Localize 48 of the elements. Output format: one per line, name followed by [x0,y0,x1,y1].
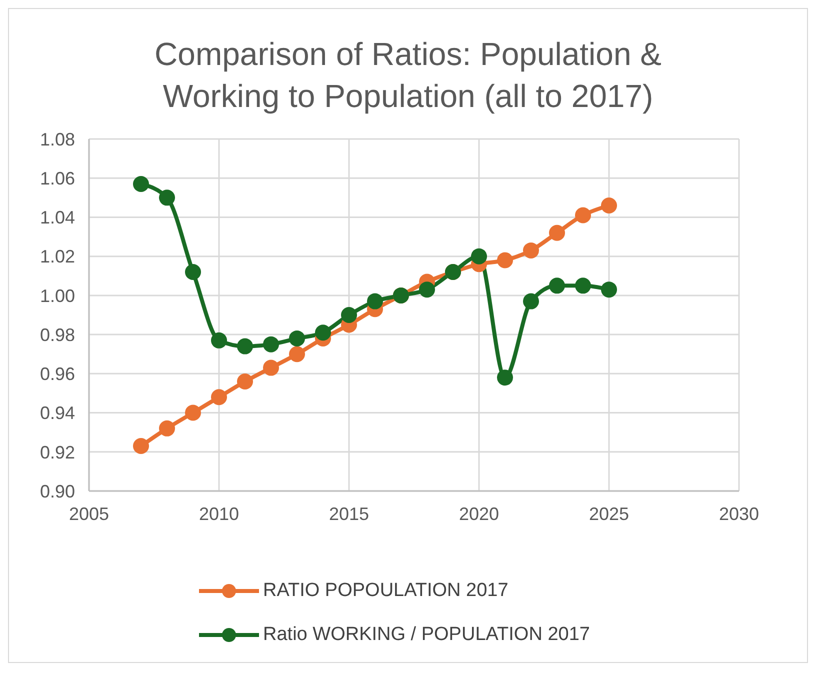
point [289,330,305,346]
point [133,438,149,454]
point [549,278,565,294]
y-tick-label: 0.92 [40,442,75,462]
point [549,224,565,241]
x-tick-label: 2025 [588,504,630,524]
y-tick-label: 0.98 [40,324,75,345]
legend-label: Ratio WORKING / POPULATION 2017 [263,624,590,646]
x-tick-label: 2030 [718,504,760,524]
point [341,307,357,323]
y-tick-label: 0.96 [40,364,75,384]
point [289,346,305,362]
point [237,338,253,354]
point [523,242,539,258]
point [497,252,513,268]
point [159,420,175,436]
point [263,336,279,352]
y-tick-label: 1.00 [40,286,75,306]
point [263,360,279,376]
point [575,207,591,224]
x-tick-label: 2010 [198,504,240,524]
legend-label: RATIO POPOULATION 2017 [263,580,508,602]
y-tick-label: 1.08 [40,129,75,150]
point [185,264,201,280]
point [471,248,487,264]
x-tick-label: 2015 [328,504,370,524]
point [523,293,539,310]
point [419,282,435,298]
point [497,370,513,386]
point [315,324,331,341]
point [185,404,201,421]
point [601,197,617,214]
x-tick-label: 2005 [68,504,110,524]
point [601,282,617,298]
point [575,278,591,294]
y-tick-label: 1.06 [40,168,75,188]
y-tick-label: 0.94 [40,403,75,424]
y-tick-label: 0.90 [40,481,75,502]
x-tick-label: 2020 [458,504,500,524]
point [211,332,227,348]
point [133,176,149,192]
point [237,373,253,390]
y-tick-label: 1.04 [40,208,75,228]
point [211,389,227,406]
y-tick-label: 1.02 [40,246,75,267]
point [159,190,175,206]
chart-title: Comparison of Ratios: Population & Working to Population (all to 2017) [154,35,662,116]
point [367,293,383,310]
